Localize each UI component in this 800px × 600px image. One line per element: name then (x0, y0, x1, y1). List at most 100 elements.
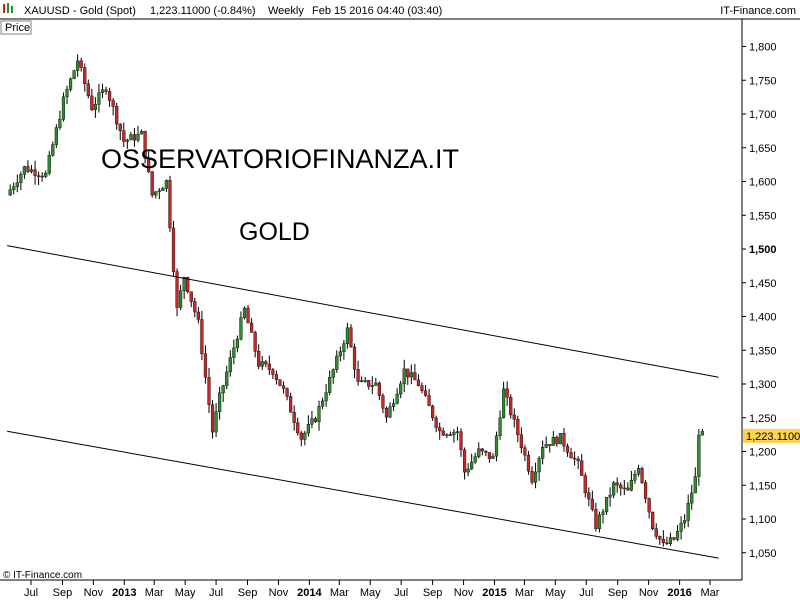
y-tick-label: 1,350 (749, 345, 777, 357)
candle-body (97, 92, 101, 105)
y-tick-label: 1,150 (749, 480, 777, 492)
trendlines (7, 245, 719, 559)
candle-body (210, 404, 215, 433)
candle-body (61, 96, 66, 120)
candle-body (360, 380, 364, 382)
candle-body (491, 455, 495, 459)
candle-body (441, 430, 445, 436)
candle-body (115, 106, 119, 125)
candle-body (292, 412, 296, 423)
candle-body (175, 271, 179, 308)
candle-body (253, 332, 257, 352)
symbol-title: XAUUSD - Gold (Spot) (24, 5, 136, 17)
x-tick-label: Jul (579, 587, 593, 599)
candle-body (51, 144, 55, 156)
candle-body (260, 361, 264, 367)
candle-body (278, 379, 282, 386)
candle-icon (7, 3, 9, 13)
candle-body (548, 444, 552, 446)
candle-body (157, 190, 161, 192)
candle-body (661, 538, 665, 543)
candles (8, 54, 704, 547)
candle-body (406, 368, 410, 378)
candle-body (494, 435, 499, 457)
price-panel-label: Price (5, 22, 30, 34)
candle-body (526, 454, 531, 472)
candle-body (413, 372, 417, 381)
candle-body (395, 393, 399, 404)
chart-header: XAUUSD - Gold (Spot) 1,223.11000 (-0.84%… (3, 3, 796, 17)
candle-body (104, 89, 108, 92)
candle-body (207, 377, 211, 405)
trendline (7, 430, 719, 559)
candle-body (90, 95, 94, 110)
candle-body (171, 227, 176, 272)
candle-body (338, 351, 342, 357)
candle-body (352, 346, 357, 370)
y-tick-label: 1,250 (749, 413, 777, 425)
x-tick-label: Mar (701, 587, 720, 599)
candle-body (651, 511, 655, 530)
candle-body (22, 166, 27, 175)
candle-body (86, 83, 90, 97)
candle-body (12, 186, 16, 190)
candle-body (299, 432, 303, 440)
candle-body (384, 408, 389, 418)
candle-body (40, 175, 44, 178)
candle-body (459, 431, 463, 451)
x-tick-label: Nov (639, 587, 659, 599)
x-tick-label: Mar (145, 587, 164, 599)
x-tick-label: May (545, 587, 566, 599)
candle-body (530, 470, 534, 483)
candle-body (558, 433, 563, 445)
x-tick-label: Jul (209, 587, 223, 599)
candle-body (76, 60, 80, 71)
candle-body (335, 355, 339, 370)
candle-body (54, 127, 58, 145)
candle-body (679, 522, 683, 532)
candle-body (665, 542, 669, 544)
y-tick-label: 1,050 (749, 548, 777, 560)
candle-body (143, 130, 147, 159)
candle-body (466, 468, 470, 473)
candle-body (612, 482, 616, 496)
candle-body (310, 418, 314, 425)
candle-body (654, 528, 658, 537)
candle-body (473, 456, 477, 463)
y-tick-label: 1,650 (749, 143, 777, 155)
candle-body (93, 104, 98, 110)
candle-body (668, 537, 673, 544)
price-panel-tab[interactable] (0, 20, 32, 35)
y-tick-label: 1,200 (749, 447, 777, 459)
watermark-site: OSSERVATORIOFINANZA.IT (101, 144, 459, 174)
candle-body (331, 369, 335, 378)
candle-body (640, 468, 644, 483)
source-label: IT-Finance.com (720, 5, 796, 17)
candle-body (111, 100, 115, 107)
candle-body (281, 385, 286, 389)
candle-body (264, 361, 268, 365)
y-tick-label: 1,700 (749, 109, 777, 121)
x-tick-label: 2013 (112, 587, 136, 599)
candle-body (125, 139, 129, 142)
candle-body (68, 78, 73, 90)
candle-body (285, 388, 289, 397)
candle-body (178, 290, 183, 308)
candle-body (420, 385, 424, 391)
y-tick-label: 1,450 (749, 278, 777, 290)
candle-body (693, 476, 697, 494)
y-tick-label: 1,400 (749, 312, 777, 324)
candle-body (509, 396, 513, 416)
candle-body (594, 508, 598, 530)
candle-body (136, 133, 140, 141)
candle-body (587, 492, 591, 500)
x-tick-label: Sep (423, 587, 443, 599)
candle-body (551, 437, 555, 446)
candle-body (626, 487, 630, 491)
candle-body (512, 414, 516, 420)
candle-body (423, 390, 428, 396)
candle-body (200, 319, 204, 355)
candle-body (445, 434, 449, 436)
candle-body (573, 457, 577, 460)
